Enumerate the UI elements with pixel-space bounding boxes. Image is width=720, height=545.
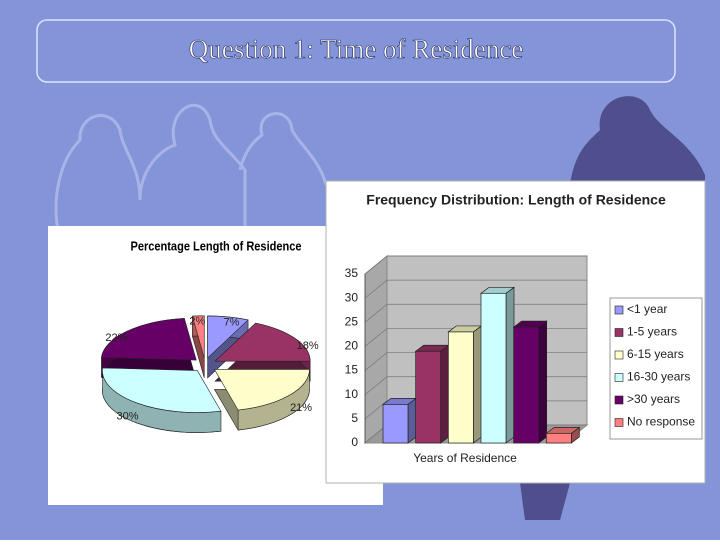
y-tick-label: 30	[345, 290, 359, 304]
bar-depth	[472, 325, 482, 444]
pie-data-label: 7%	[224, 316, 240, 328]
pie-slice	[101, 318, 197, 361]
y-tick-label: 5	[351, 411, 358, 425]
legend-label: <1 year	[627, 302, 667, 316]
pie-data-label: 22%	[105, 332, 127, 344]
legend-label: 6-15 years	[627, 347, 684, 361]
bar-depth	[407, 397, 417, 444]
slide-title: Question 1: Time of Residence	[189, 34, 523, 64]
legend-swatch	[614, 350, 624, 360]
title-box	[36, 19, 676, 83]
legend-swatch	[614, 328, 624, 337]
pie-slice	[191, 315, 205, 358]
bar-depth	[440, 344, 450, 444]
silhouettes	[54, 103, 328, 241]
legend-swatch	[614, 305, 624, 315]
legend-label: 1-5 years	[627, 325, 677, 339]
y-tick-label: 35	[345, 266, 359, 280]
silhouette	[520, 483, 570, 520]
pie-slice	[207, 315, 249, 359]
legend-label: >30 years	[627, 392, 680, 406]
legend-swatch	[614, 395, 624, 405]
silhouette	[54, 114, 142, 241]
pie-data-label: 2%	[189, 315, 205, 327]
bar	[480, 292, 507, 444]
bar	[382, 404, 409, 444]
silhouette	[570, 96, 705, 185]
y-tick-label: 25	[345, 314, 359, 328]
legend-swatch	[614, 418, 624, 427]
x-axis-label: Years of Residence	[413, 451, 517, 465]
grid-line	[364, 255, 587, 275]
silhouette	[238, 112, 328, 186]
legend-box	[609, 297, 703, 440]
pie-slice	[214, 322, 311, 362]
pie-title: Percentage Length of Residence	[130, 239, 301, 254]
bar-title: Frequency Distribution: Length of Reside…	[366, 192, 666, 208]
pie-data-label: 21%	[290, 402, 312, 414]
grid-line	[364, 303, 587, 323]
legend-label: 16-30 years	[627, 370, 690, 384]
bar-depth	[505, 286, 515, 444]
bar-panel: Frequency Distribution: Length of Reside…	[325, 180, 706, 484]
grid-line	[364, 279, 587, 299]
y-tick-label: 10	[345, 387, 359, 401]
bar-depth	[538, 320, 548, 444]
legend-swatch	[614, 373, 624, 382]
y-tick-label: 15	[345, 363, 359, 377]
bar	[513, 326, 540, 444]
bar	[447, 331, 474, 444]
pie-data-label: 18%	[297, 340, 319, 352]
pie-slice	[102, 367, 222, 413]
silhouette	[138, 103, 247, 230]
pie-slice	[213, 369, 310, 411]
pie-data-label: 30%	[116, 410, 138, 422]
bar	[415, 350, 442, 444]
bar	[545, 432, 572, 444]
y-tick-label: 0	[351, 435, 358, 449]
y-tick-label: 20	[345, 339, 359, 353]
legend-label: No response	[627, 415, 695, 429]
